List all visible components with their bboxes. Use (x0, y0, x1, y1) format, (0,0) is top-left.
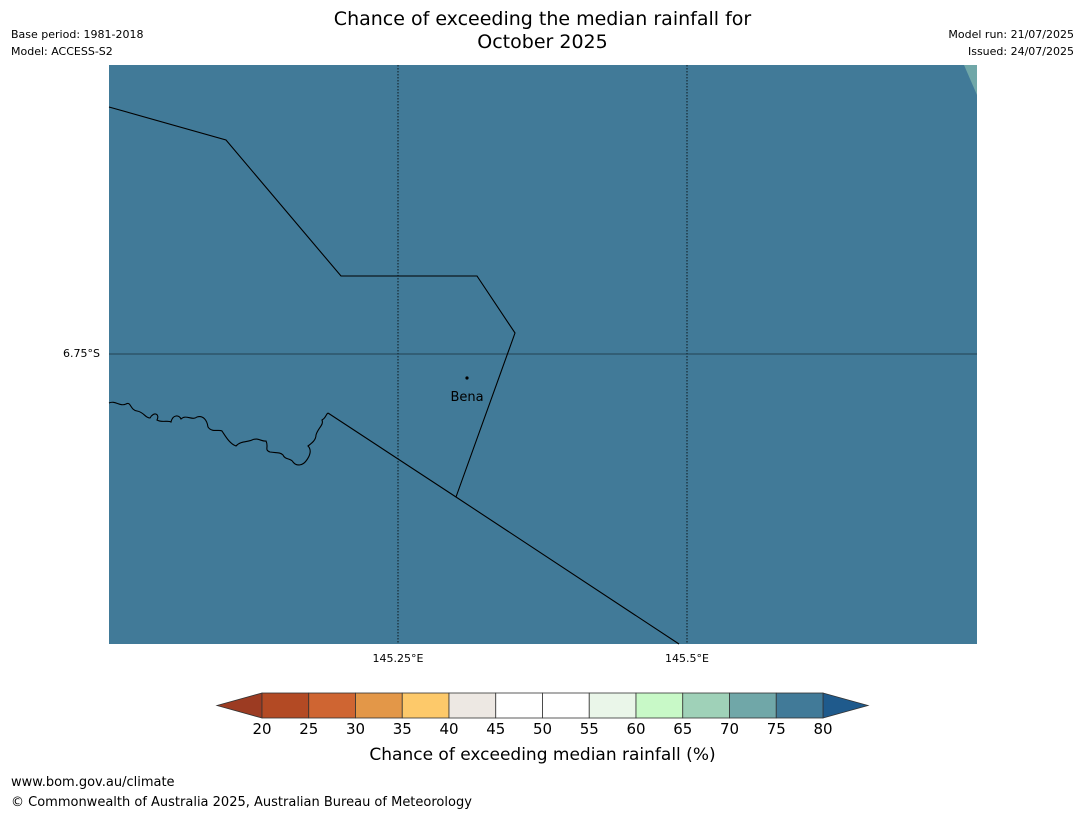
place-label-bena: Bena (450, 390, 483, 405)
colorbar-tick-label: 30 (345, 720, 366, 738)
map-title: Chance of exceeding the median rainfall … (0, 8, 1085, 54)
colorbar-bin (495, 692, 543, 719)
footer-copyright: © Commonwealth of Australia 2025, Austra… (11, 795, 472, 810)
colorbar-tick-label: 70 (719, 720, 740, 738)
colorbar-bin (401, 692, 450, 719)
colorbar-bin (775, 692, 824, 719)
footer-url[interactable]: www.bom.gov.au/climate (11, 775, 175, 790)
province-boundary-south (327, 412, 680, 645)
colorbar-tick-label: 20 (252, 720, 272, 738)
colorbar-tick-label: 50 (532, 720, 553, 738)
colorbar-bin (635, 692, 684, 719)
model-label: Model: ACCESS-S2 (11, 45, 113, 58)
colorbar-tick-label: 25 (299, 720, 319, 738)
colorbar-tick-label: 60 (626, 720, 646, 738)
issued-label: Issued: 24/07/2025 (967, 45, 1074, 58)
meta-left: Base period: 1981-2018 Model: ACCESS-S2 (11, 26, 143, 60)
river-line (108, 401, 329, 466)
colorbar-bin (588, 692, 637, 719)
colorbar-over-arrow (822, 692, 870, 719)
province-boundary (108, 106, 516, 498)
colorbar-bin (682, 692, 730, 719)
colorbar-tick-label: 75 (766, 720, 786, 738)
map-background (109, 65, 977, 644)
colorbar-bin (308, 692, 356, 719)
title-line-2: October 2025 (477, 31, 608, 53)
lon-tick-label-1: 145.25°E (372, 652, 424, 665)
colorbar-bin (355, 692, 403, 719)
lat-tick-label: 6.75°S (63, 347, 100, 360)
lon-tick-label-2: 145.5°E (665, 652, 709, 665)
colorbar-bin (261, 692, 310, 719)
colorbar-tick-label: 45 (486, 720, 506, 738)
colorbar-tick-label: 40 (439, 720, 459, 738)
colorbar-title: Chance of exceeding median rainfall (%) (369, 745, 716, 765)
colorbar-tick-label: 35 (392, 720, 412, 738)
colorbar-bin (729, 692, 777, 719)
colorbar-bin (542, 692, 590, 719)
bena-marker (465, 376, 469, 380)
colorbar-tick-label: 55 (579, 720, 599, 738)
map-corner-region (964, 65, 977, 95)
model-run-label: Model run: 21/07/2025 (948, 28, 1074, 41)
colorbar-tick-label: 80 (813, 720, 833, 738)
colorbar-bin (448, 692, 497, 719)
base-period-label: Base period: 1981-2018 (11, 28, 144, 41)
meta-right: Model run: 21/07/2025 Issued: 24/07/2025 (948, 26, 1074, 60)
colorbar-tick-label: 65 (673, 720, 693, 738)
colorbar-under-arrow (215, 692, 263, 719)
title-line-1: Chance of exceeding the median rainfall … (333, 8, 752, 30)
